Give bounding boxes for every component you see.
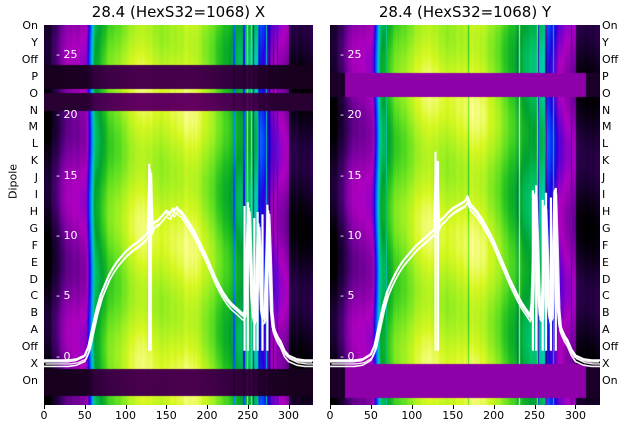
- y-tick-label: - 15: [340, 168, 362, 182]
- category-tick-label: B: [30, 306, 38, 320]
- category-tick-label: Off: [602, 340, 619, 354]
- x-tick-label: 200: [196, 409, 218, 422]
- x-tick-mark: [452, 405, 454, 409]
- category-tick-label: D: [29, 272, 38, 286]
- panel-title-y: 28.4 (HexS32=1068) Y: [378, 3, 552, 21]
- x-tick-mark: [247, 405, 249, 409]
- y-tick-label: - 25: [340, 48, 362, 62]
- y-tick-label: - 10: [56, 229, 78, 243]
- category-tick-label: E: [31, 255, 38, 269]
- category-tick-label: Y: [31, 35, 38, 49]
- x-tick-mark: [534, 405, 536, 409]
- category-tick-label: O: [29, 86, 38, 100]
- x-tick-mark: [207, 405, 209, 409]
- y-tick-label: - 0: [340, 349, 355, 363]
- category-tick-label: N: [602, 103, 611, 117]
- x-tick-label: 300: [278, 409, 300, 422]
- category-tick-label: On: [22, 374, 38, 387]
- category-tick-label: F: [31, 238, 38, 252]
- category-tick-label: I: [602, 188, 606, 202]
- x-tick-label: 200: [483, 409, 505, 422]
- x-tick-label: 0: [326, 409, 334, 422]
- category-tick-label: Y: [602, 35, 609, 49]
- heatmap-panel-y[interactable]: - 0 - 5 - 10 - 15 - 20 - 25: [330, 25, 600, 405]
- category-tick-label: L: [31, 137, 38, 151]
- category-tick-label: I: [34, 188, 38, 202]
- overlay-curve-y: [330, 151, 600, 368]
- category-tick-label: On: [602, 19, 618, 32]
- category-tick-label: A: [30, 323, 38, 337]
- y-tick-label: - 15: [56, 168, 78, 182]
- x-axis-panel-x: 0 50 100 150 200 250 300: [40, 405, 313, 435]
- category-tick-label: B: [602, 306, 610, 320]
- category-tick-label: Off: [602, 52, 619, 66]
- x-tick-label: 300: [564, 409, 586, 422]
- category-tick-label: P: [602, 69, 609, 83]
- x-tick-mark: [330, 405, 331, 409]
- category-tick-label: C: [30, 289, 38, 303]
- category-tick-label: C: [602, 289, 610, 303]
- category-tick-label: On: [602, 374, 618, 387]
- category-tick-label: O: [602, 86, 611, 100]
- x-tick-label: 50: [363, 409, 378, 422]
- y-tick-label: - 10: [340, 229, 362, 243]
- category-tick-label: H: [602, 204, 611, 218]
- x-tick-mark: [288, 405, 290, 409]
- category-tick-label: A: [602, 323, 610, 337]
- category-tick-label: P: [31, 69, 38, 83]
- x-axis-panel-y: 0 50 100 150 200 250 300: [326, 405, 600, 435]
- x-tick-label: 250: [524, 409, 546, 422]
- panel-title-x: 28.4 (HexS32=1068) X: [91, 3, 266, 21]
- x-tick-mark: [370, 405, 372, 409]
- x-tick-label: 100: [115, 409, 136, 422]
- x-tick-mark: [411, 405, 413, 409]
- x-tick-mark: [125, 405, 127, 409]
- x-tick-mark: [44, 405, 45, 409]
- x-tick-mark: [84, 405, 86, 409]
- x-tick-mark: [493, 405, 495, 409]
- category-tick-label: Off: [21, 52, 38, 66]
- y-tick-label: - 25: [56, 48, 78, 62]
- category-tick-label: Off: [21, 340, 38, 354]
- category-tick-label: J: [602, 171, 606, 185]
- x-tick-mark: [575, 405, 577, 409]
- category-tick-label: D: [602, 272, 611, 286]
- category-tick-label: K: [602, 154, 610, 168]
- x-tick-label: 50: [77, 409, 92, 422]
- y-tick-label: - 20: [340, 108, 362, 122]
- category-axis-left: On Y Off P O N M L K J I H G F E D C B A Off X On: [4, 20, 39, 386]
- x-tick-label: 150: [442, 409, 464, 422]
- category-tick-label: J: [34, 171, 38, 185]
- category-tick-label: G: [602, 221, 611, 235]
- y-tick-label: - 5: [56, 289, 71, 303]
- category-tick-label: E: [602, 255, 609, 269]
- category-tick-label: F: [602, 238, 609, 252]
- category-tick-label: M: [602, 120, 612, 134]
- overlay-curve-x: [44, 163, 313, 368]
- x-tick-label: 100: [401, 409, 423, 422]
- category-tick-label: H: [29, 204, 38, 218]
- category-axis-right: On Y Off P O N M L K J I H G F E D C B A Off X On: [602, 20, 636, 386]
- category-tick-label: G: [29, 221, 38, 235]
- category-tick-label: On: [22, 19, 38, 32]
- category-tick-label: X: [602, 357, 610, 371]
- x-tick-label: 0: [40, 409, 48, 422]
- category-tick-label: L: [602, 137, 609, 151]
- y-tick-label: - 20: [56, 108, 78, 122]
- category-tick-label: K: [30, 154, 38, 168]
- x-tick-mark: [166, 405, 168, 409]
- x-tick-label: 150: [155, 409, 177, 422]
- category-tick-label: M: [28, 120, 39, 134]
- y-tick-label: - 5: [340, 289, 355, 303]
- y-tick-label: - 0: [56, 349, 71, 363]
- category-tick-label: X: [30, 357, 38, 371]
- heatmap-panel-x[interactable]: - 0 - 5 - 10 - 15 - 20 - 25: [44, 25, 313, 405]
- category-tick-label: N: [29, 103, 38, 117]
- x-tick-label: 250: [237, 409, 259, 422]
